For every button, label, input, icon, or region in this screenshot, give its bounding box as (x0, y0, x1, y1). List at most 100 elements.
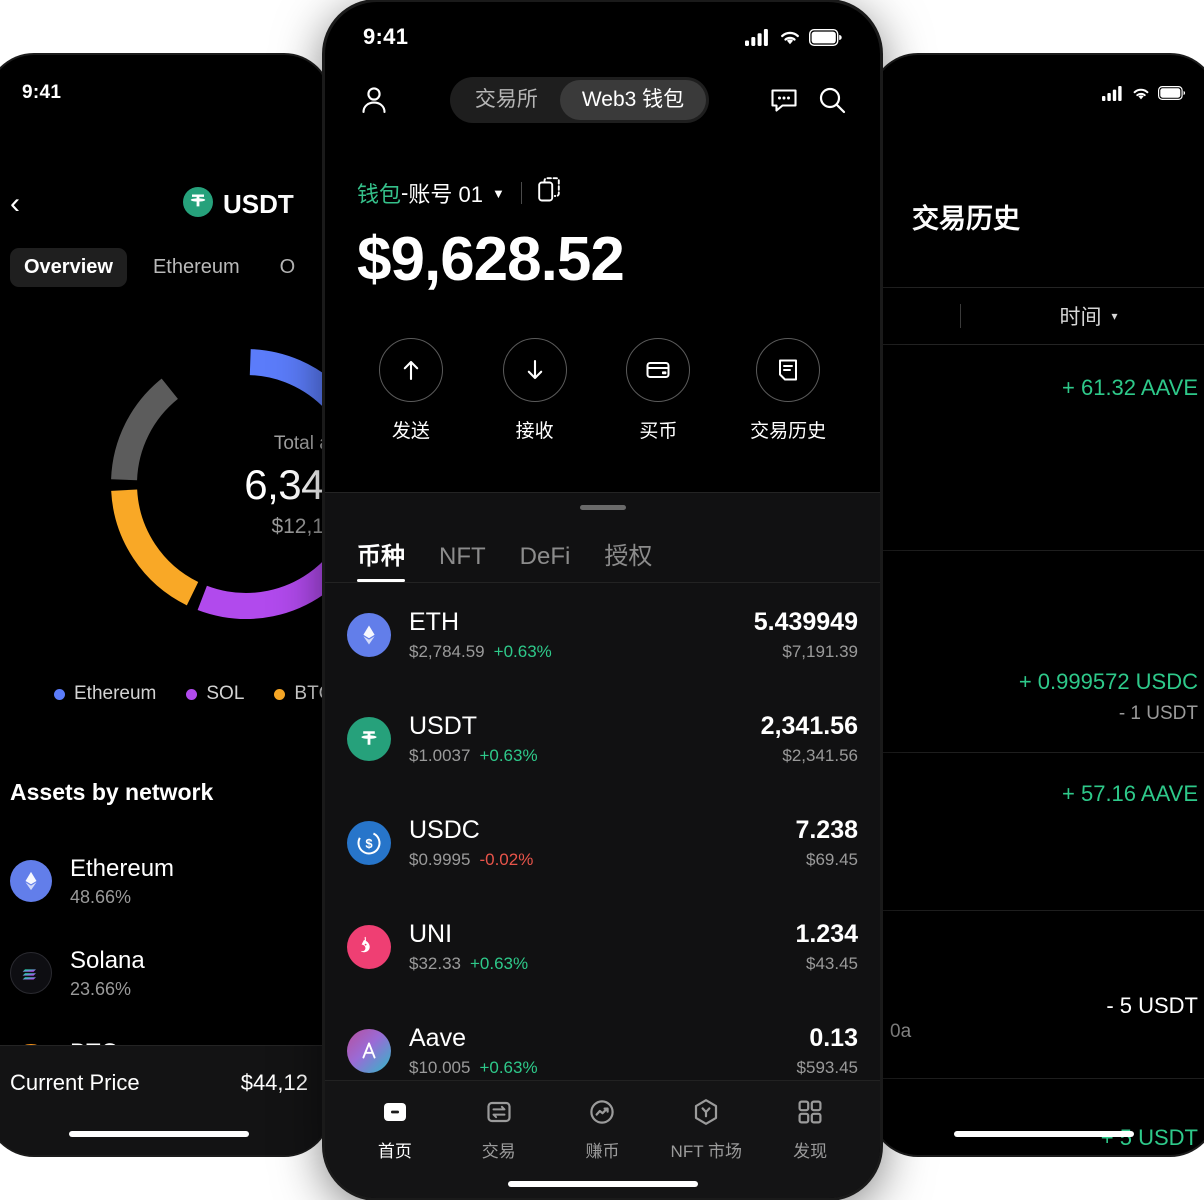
token-info: USDT $1.0037 +0.63% (409, 712, 761, 766)
chat-bubble-icon[interactable] (768, 84, 800, 116)
chevron-down-icon[interactable]: ▼ (491, 185, 505, 201)
solana-icon (10, 952, 52, 994)
token-price-row: $0.9995 -0.02% (409, 850, 795, 870)
ethereum-icon (10, 860, 52, 902)
top-right-actions (768, 84, 848, 116)
token-price: $32.33 (409, 954, 461, 973)
copy-icon[interactable] (538, 177, 562, 209)
tab-nft[interactable]: NFT (439, 543, 486, 570)
nav-earn[interactable]: 赚币 (556, 1095, 648, 1162)
action-label: 交易历史 (750, 421, 827, 442)
token-price: $10.005 (409, 1058, 471, 1077)
token-row[interactable]: UNI $32.33 +0.63% 1.234 $43.45 (347, 895, 858, 999)
current-price-bar: Current Price $44,12 (0, 1045, 330, 1155)
token-amount: 2,341.56 (760, 712, 858, 740)
left-tab-strip: Overview Ethereum O (10, 248, 330, 287)
nav-label: 赚币 (585, 1142, 620, 1161)
token-balance: 7.238 $69.45 (795, 816, 858, 870)
home-indicator (69, 1131, 249, 1137)
transaction-row[interactable]: + 0.999572 USDC - 1 USDT (872, 551, 1204, 753)
token-info: ETH $2,784.59 +0.63% (409, 608, 754, 662)
nav-home[interactable]: 首页 (349, 1095, 441, 1162)
wallet-name[interactable]: 钱包 (357, 182, 402, 207)
transaction-row[interactable]: + 5 USDT ba86 (872, 1079, 1204, 1155)
action-tx-history[interactable]: 交易历史 (750, 338, 826, 443)
token-symbol: USDC (409, 816, 480, 844)
tab-defi[interactable]: DeFi (519, 543, 571, 570)
transaction-row[interactable]: + 57.16 AAVE (872, 753, 1204, 911)
status-icons (1102, 85, 1186, 101)
network-row-ethereum[interactable]: Ethereum 48.66% (10, 835, 330, 927)
network-pct: 48.66% (70, 886, 132, 907)
person-icon[interactable] (357, 83, 391, 117)
token-balance: 2,341.56 $2,341.56 (761, 712, 858, 766)
token-row[interactable]: ETH $2,784.59 +0.63% 5.439949 $7,191.39 (347, 583, 858, 687)
sheet-drag-handle[interactable] (579, 505, 626, 510)
token-change: +0.63% (479, 746, 538, 765)
legend-label: BTC (294, 683, 330, 704)
segment-exchange[interactable]: 交易所 (474, 88, 538, 111)
donut-svg (110, 349, 330, 619)
network-text: Ethereum 48.66% (70, 855, 174, 908)
token-row[interactable]: USDT $1.0037 +0.63% 2,341.56 $2,341.56 (347, 687, 858, 791)
tx-amount: + 0.999572 USDC (1018, 669, 1198, 694)
token-amount: 0.13 (809, 1024, 858, 1052)
tab-coins[interactable]: 币种 (357, 536, 405, 582)
action-send[interactable]: 发送 (378, 338, 443, 443)
token-change: +0.63% (479, 1058, 538, 1077)
filter-divider (960, 304, 961, 328)
network-name: Solana (70, 946, 145, 974)
tab-ethereum[interactable]: Ethereum (152, 256, 240, 278)
nav-trade[interactable]: 交易 (453, 1095, 545, 1162)
action-buy[interactable]: 买币 (626, 338, 691, 443)
network-row-solana[interactable]: Solana 23.66% (10, 927, 330, 1019)
back-chevron-icon[interactable]: ‹ (10, 187, 20, 220)
wallet-separator: - (401, 180, 409, 205)
time-filter-label: 时间 (1059, 306, 1102, 329)
token-info: USDC $0.9995 -0.02% (409, 816, 795, 870)
tab-approvals[interactable]: 授权 (604, 543, 653, 570)
network-name: Ethereum (70, 854, 175, 882)
left-title-text: USDT (223, 188, 294, 219)
token-change: +0.63% (493, 642, 552, 661)
donut-center-text: Total assets 6,341.56 $12,152.45 (194, 433, 330, 539)
nav-nft-market[interactable]: NFT 市场 (660, 1095, 752, 1162)
legend-label: SOL (206, 683, 245, 704)
wallet-divider (520, 182, 522, 204)
tx-amount: - 5 USDT (1106, 993, 1198, 1018)
token-price: $0.9995 (409, 850, 471, 869)
token-price-row: $1.0037 +0.63% (409, 746, 761, 766)
legend-dot-icon (186, 688, 198, 700)
search-icon[interactable] (816, 84, 848, 116)
donut-total-label: Total assets (273, 433, 330, 454)
donut-total-usd: $12,152.45 (271, 515, 330, 538)
action-receive[interactable]: 接收 (502, 338, 567, 443)
tab-other[interactable]: O (279, 256, 296, 278)
usdc-icon: $ (347, 821, 391, 865)
transaction-row[interactable]: + 61.32 AAVE (872, 345, 1204, 551)
wifi-icon (781, 31, 799, 44)
token-row[interactable]: $ USDC $0.9995 -0.02% 7.238 $69.45 (347, 791, 858, 895)
token-symbol: Aave (409, 1024, 466, 1052)
center-phone-frame: 9:41 (325, 2, 880, 1198)
network-text: Solana 23.66% (70, 947, 145, 1000)
wallet-account[interactable]: 账号 01 (408, 182, 483, 207)
segment-web3-wallet[interactable]: Web3 钱包 (559, 80, 707, 120)
quick-actions: 发送 接收 买币 (325, 338, 880, 443)
action-label: 发送 (391, 421, 430, 442)
arrow-up-icon (378, 338, 443, 402)
token-amount: 5.439949 (753, 608, 858, 636)
token-balance: 0.13 $593.45 (797, 1024, 858, 1078)
left-status-bar: 9:41 (0, 79, 330, 107)
nav-discover[interactable]: 发现 (764, 1095, 856, 1162)
center-status-bar: 9:41 (325, 20, 880, 54)
token-change: +0.63% (470, 954, 529, 973)
nav-label: 交易 (481, 1142, 516, 1161)
token-info: Aave $10.005 +0.63% (409, 1024, 797, 1078)
transaction-row[interactable]: - 5 USDT 0a (872, 911, 1204, 1079)
tab-overview[interactable]: Overview (10, 248, 127, 287)
document-icon (756, 338, 821, 402)
token-row[interactable]: Aave $10.005 +0.63% 0.13 $593.45 (347, 999, 858, 1103)
time-filter[interactable]: 时间 ▾ (961, 301, 1204, 331)
